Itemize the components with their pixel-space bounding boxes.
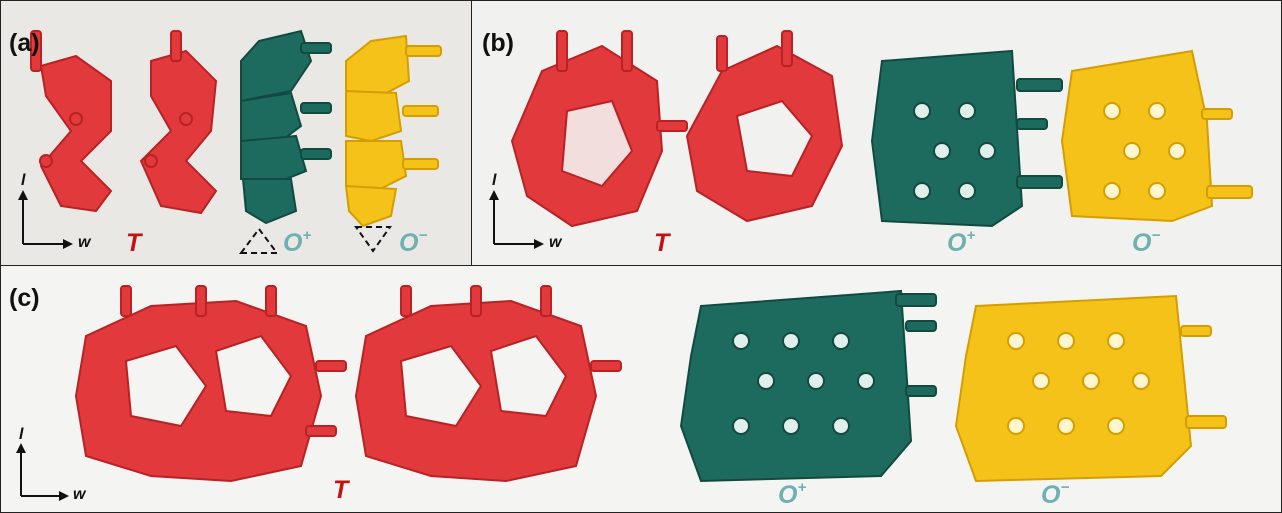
axis-b: l w [484,172,564,251]
red-sample-a [30,30,218,215]
teal-sample-a [240,29,332,225]
panel-c-photo [74,285,1227,483]
axis-label-w: w [549,234,562,251]
panel-a-photo [30,29,442,254]
axis-label-l: l [19,426,24,443]
label-o-minus-b: O− [1132,227,1161,257]
panel-a: (a) l w T O+ O− [0,0,472,266]
axis-c: l w [11,426,91,506]
teal-sample-b [870,49,1063,228]
panel-b-label: (b) [482,29,514,57]
yellow-sample-b [1060,49,1253,223]
axis-arrows-c [16,443,69,501]
teal-sample-c [679,289,937,483]
label-t-a: T [126,229,142,257]
label-o-plus-b: O+ [947,227,976,257]
axis-arrows-b [489,190,544,249]
panel-c-label: (c) [9,284,40,312]
dashed-triangle-up [239,227,279,254]
axis-a: l w [13,172,93,251]
axis-label-l: l [492,172,497,189]
red-sample-c2 [354,285,622,483]
yellow-sample-c [954,294,1227,483]
label-o-minus-c: O− [1041,479,1070,509]
yellow-sample-a [344,34,442,228]
panel-a-label: (a) [9,29,40,57]
axis-arrows-a [18,190,73,249]
axis-label-l: l [21,172,26,189]
panel-b: (b) l w T O+ O− [471,0,1282,266]
red-sample-b1 [510,30,688,228]
panel-b-photo [510,30,1253,228]
label-t-b: T [654,229,670,257]
red-sample-c1 [74,285,347,483]
label-o-minus-a: O− [399,227,428,257]
red-sample-b2 [685,30,844,223]
label-o-plus-c: O+ [778,479,807,509]
label-t-c: T [333,476,349,504]
label-o-plus-a: O+ [283,227,312,257]
axis-label-w: w [78,234,91,251]
dashed-triangle-down [354,226,392,253]
axis-label-w: w [73,486,86,503]
panel-c: (c) l w T O+ O− [0,265,1282,513]
